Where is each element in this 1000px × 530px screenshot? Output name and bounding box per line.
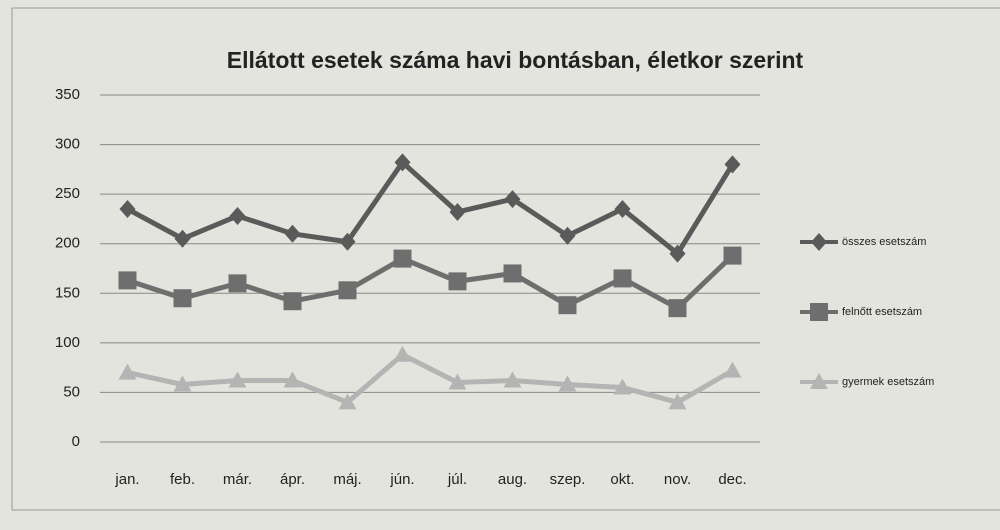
chart-border xyxy=(11,7,1000,511)
y-tick-label: 200 xyxy=(55,235,80,252)
marker xyxy=(118,271,137,290)
marker xyxy=(503,371,522,388)
marker xyxy=(613,269,632,288)
x-tick-label: aug. xyxy=(498,471,527,488)
marker xyxy=(283,371,302,388)
x-tick-label: okt. xyxy=(610,471,634,488)
marker xyxy=(724,155,741,174)
marker xyxy=(338,393,357,410)
x-tick-label: már. xyxy=(223,471,252,488)
marker xyxy=(448,373,467,390)
marker xyxy=(723,246,742,265)
x-tick-label: júl. xyxy=(447,471,467,488)
chart-title: Ellátott esetek száma havi bontásban, él… xyxy=(227,47,804,73)
marker xyxy=(810,303,828,321)
x-tick-label: dec. xyxy=(718,471,746,488)
marker xyxy=(503,264,522,283)
x-tick-label: máj. xyxy=(333,471,361,488)
marker xyxy=(394,153,411,172)
x-tick-label: szep. xyxy=(550,471,586,488)
y-tick-label: 150 xyxy=(55,284,80,301)
marker xyxy=(613,378,632,395)
legend-label: felnőtt esetszám xyxy=(842,306,922,318)
y-tick-label: 100 xyxy=(55,334,80,351)
x-tick-label: ápr. xyxy=(280,471,305,488)
marker xyxy=(228,371,247,388)
y-tick-label: 300 xyxy=(55,136,80,153)
marker xyxy=(284,224,301,243)
marker xyxy=(668,299,687,318)
x-tick-label: feb. xyxy=(170,471,195,488)
marker xyxy=(283,292,302,311)
marker xyxy=(118,363,137,380)
marker xyxy=(339,232,356,251)
y-tick-label: 350 xyxy=(55,86,80,103)
marker xyxy=(810,373,828,389)
marker xyxy=(393,249,412,268)
marker xyxy=(723,361,742,378)
marker xyxy=(811,233,827,251)
marker xyxy=(173,289,192,308)
y-tick-label: 0 xyxy=(72,433,80,450)
series-line xyxy=(126,159,735,257)
legend-label: összes esetszám xyxy=(842,236,926,248)
marker xyxy=(448,272,467,291)
marker xyxy=(229,206,246,225)
marker xyxy=(228,274,247,293)
marker xyxy=(558,296,577,315)
y-tick-label: 50 xyxy=(63,383,80,400)
marker xyxy=(669,244,686,263)
marker xyxy=(504,190,521,209)
y-tick-label: 250 xyxy=(55,185,80,202)
marker xyxy=(338,281,357,300)
marker xyxy=(173,375,192,392)
series-line xyxy=(126,352,734,405)
marker xyxy=(393,345,412,362)
marker xyxy=(119,200,136,219)
x-tick-label: nov. xyxy=(664,471,691,488)
x-tick-label: jún. xyxy=(389,471,414,488)
marker xyxy=(558,375,577,392)
marker xyxy=(668,393,687,410)
marker xyxy=(449,202,466,221)
marker xyxy=(559,226,576,245)
marker xyxy=(174,229,191,248)
x-tick-label: jan. xyxy=(114,471,139,488)
marker xyxy=(614,200,631,219)
series-line xyxy=(126,253,735,311)
legend-label: gyermek esetszám xyxy=(842,376,934,388)
